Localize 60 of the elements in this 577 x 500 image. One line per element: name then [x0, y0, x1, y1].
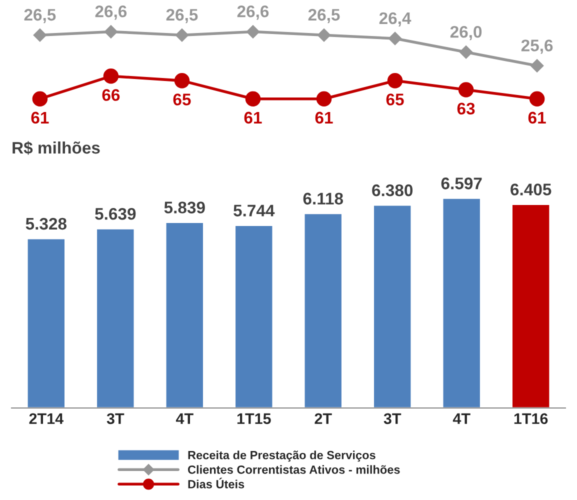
x-tick-label: 1T16	[514, 413, 548, 424]
data-label: 61	[31, 112, 49, 124]
data-label: 26,5	[24, 8, 56, 24]
x-tick-label: 2T	[314, 413, 332, 424]
data-label: 26,4	[379, 12, 412, 27]
x-tick-label: 1T15	[237, 413, 271, 424]
bar	[442, 197, 482, 408]
legend-label: Dias Úteis	[188, 478, 244, 488]
point	[317, 28, 331, 42]
point	[246, 25, 260, 38]
legend-label: Clientes Correntistas Ativos - milhões	[188, 465, 400, 474]
data-label: 5.639	[95, 208, 136, 220]
data-label: 6.405	[510, 184, 552, 196]
point	[316, 91, 332, 107]
point	[103, 68, 119, 84]
data-label: 65	[173, 94, 191, 106]
data-label: 6.597	[441, 178, 482, 190]
data-label: 26,6	[237, 5, 269, 20]
data-label: 5.328	[26, 218, 67, 230]
point	[245, 91, 261, 107]
point	[387, 73, 403, 88]
data-label: 26,0	[450, 26, 482, 40]
data-label: 5.839	[164, 202, 205, 214]
point	[529, 91, 545, 107]
data-label: 26,6	[95, 5, 127, 20]
x-tick-label: 4T	[452, 413, 470, 424]
x-tick-label: 4T	[176, 413, 194, 424]
point	[104, 25, 118, 38]
data-label: 26,5	[308, 8, 340, 24]
bar	[164, 222, 204, 408]
data-label: 6.118	[303, 192, 344, 205]
point	[32, 91, 48, 107]
bar	[511, 204, 551, 408]
x-tick-label: 3T	[384, 413, 402, 424]
data-label: 66	[102, 89, 120, 101]
point	[459, 46, 473, 59]
x-tick-label: 3T	[106, 413, 124, 424]
x-tick-label: 2T14	[29, 413, 64, 424]
data-label: 65	[386, 94, 404, 106]
bar	[372, 204, 412, 408]
data-label: 63	[457, 102, 475, 115]
point	[175, 28, 189, 42]
chart-title: R$ milhões	[12, 141, 100, 155]
bar	[26, 238, 66, 408]
legend-label: Receita de Prestação de Serviços	[188, 450, 376, 462]
point	[530, 59, 544, 72]
data-label: 25,6	[521, 40, 553, 54]
bar	[234, 224, 274, 408]
data-label: 6.380	[372, 184, 413, 196]
data-label: 61	[315, 112, 333, 124]
data-label: 5.744	[234, 204, 275, 216]
point	[388, 32, 402, 46]
point	[174, 73, 190, 88]
point	[458, 82, 474, 98]
data-label: 26,5	[166, 8, 198, 24]
data-label: 61	[244, 112, 262, 124]
point	[33, 28, 47, 42]
bar	[303, 212, 343, 408]
data-label: 61	[528, 112, 546, 124]
bar	[96, 228, 136, 408]
